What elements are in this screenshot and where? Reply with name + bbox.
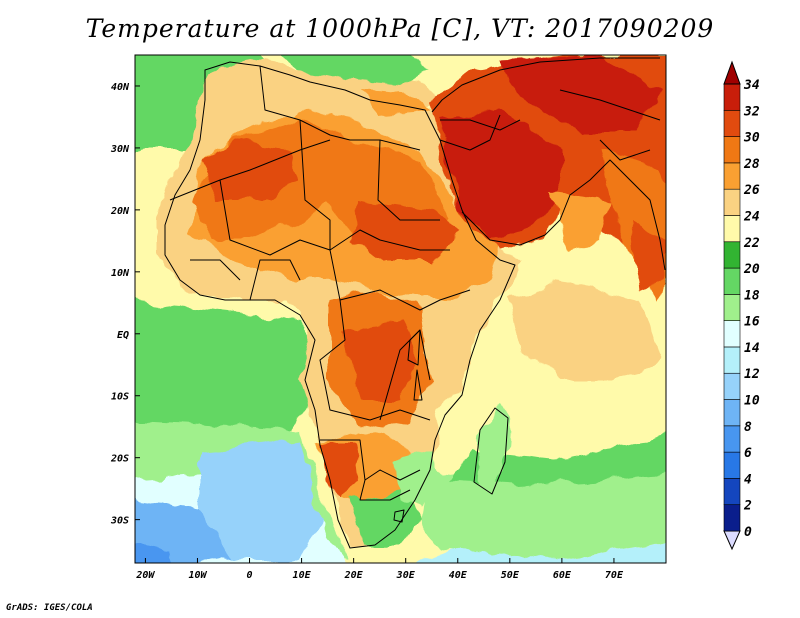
y-tick-label: 10S (111, 392, 129, 403)
colorbar-label: 16 (744, 315, 760, 330)
y-tick-label: 30N (110, 144, 130, 155)
plot-frame (134, 54, 667, 564)
colorbar-label: 4 (744, 472, 752, 487)
colorbar-label: 14 (744, 341, 760, 356)
colorbar-label: 20 (743, 262, 760, 277)
x-tick-label: 70E (605, 570, 624, 581)
temperature-field (135, 55, 666, 563)
country-boundaries (164, 57, 666, 549)
x-tick-label: 10E (293, 570, 312, 581)
colorbar-swatch (723, 162, 741, 190)
colorbar-label: 8 (744, 420, 752, 435)
colorbar-label: 24 (743, 209, 760, 224)
y-tick-label: 40N (111, 82, 130, 93)
colorbar-label: 2 (743, 499, 752, 514)
colorbar-label: 6 (744, 446, 752, 461)
colorbar-swatch (723, 478, 741, 506)
colorbar-swatch (723, 215, 741, 243)
y-tick-label: 20N (110, 206, 130, 217)
colorbar-swatch (723, 451, 741, 479)
colorbar-swatch (723, 425, 741, 453)
colorbar-label: 34 (743, 78, 760, 93)
colorbar-label: 10 (744, 394, 760, 409)
colorbar-label: 0 (744, 525, 752, 540)
x-tick-label: 50E (501, 570, 520, 581)
x-tick-label: 10W (188, 570, 207, 581)
x-tick-label: 20W (135, 570, 155, 581)
x-tick-label: 40E (449, 570, 468, 581)
credit-label: GrADS: IGES/COLA (6, 603, 93, 613)
colorbar-swatch (723, 188, 741, 216)
colorbar-label: 12 (744, 367, 760, 382)
y-tick-label: 10N (111, 268, 130, 279)
colorbar-label: 26 (743, 183, 760, 198)
colorbar-label: 22 (743, 236, 760, 251)
y-tick-label: 20S (110, 454, 129, 465)
colorbar-swatch (723, 346, 741, 374)
x-tick-label: 20E (344, 570, 364, 581)
colorbar-swatch (723, 136, 741, 164)
colorbar-min-triangle (723, 530, 741, 551)
x-tick-label: 30E (396, 570, 416, 581)
colorbar-swatch (723, 504, 741, 532)
axis-ticks: 20W 10W 0 10E 20E 30E 40E 50E 60E 70E 40N 30N 20N 10N… (110, 82, 624, 581)
plot-title: Temperature at 1000hPa [C], VT: 20170902… (85, 14, 715, 43)
colorbar-swatch (723, 83, 741, 111)
colorbar-swatch (723, 320, 741, 348)
colorbar-max-triangle (723, 60, 741, 85)
colorbar-label: 32 (743, 104, 760, 119)
y-tick-label: 30S (110, 516, 129, 527)
colorbar-label: 18 (744, 288, 760, 303)
colorbar-label: 28 (743, 157, 760, 172)
x-tick-label: 60E (553, 570, 572, 581)
colorbar-swatch (723, 267, 741, 295)
colorbar-swatch (723, 372, 741, 400)
y-tick-label: EQ (117, 330, 129, 341)
colorbar-swatch (723, 399, 741, 427)
colorbar-label: 30 (743, 131, 760, 146)
colorbar-swatch (723, 109, 741, 137)
colorbar-swatch (723, 241, 741, 269)
x-tick-label: 0 (247, 570, 253, 581)
colorbar-swatch (723, 294, 741, 321)
